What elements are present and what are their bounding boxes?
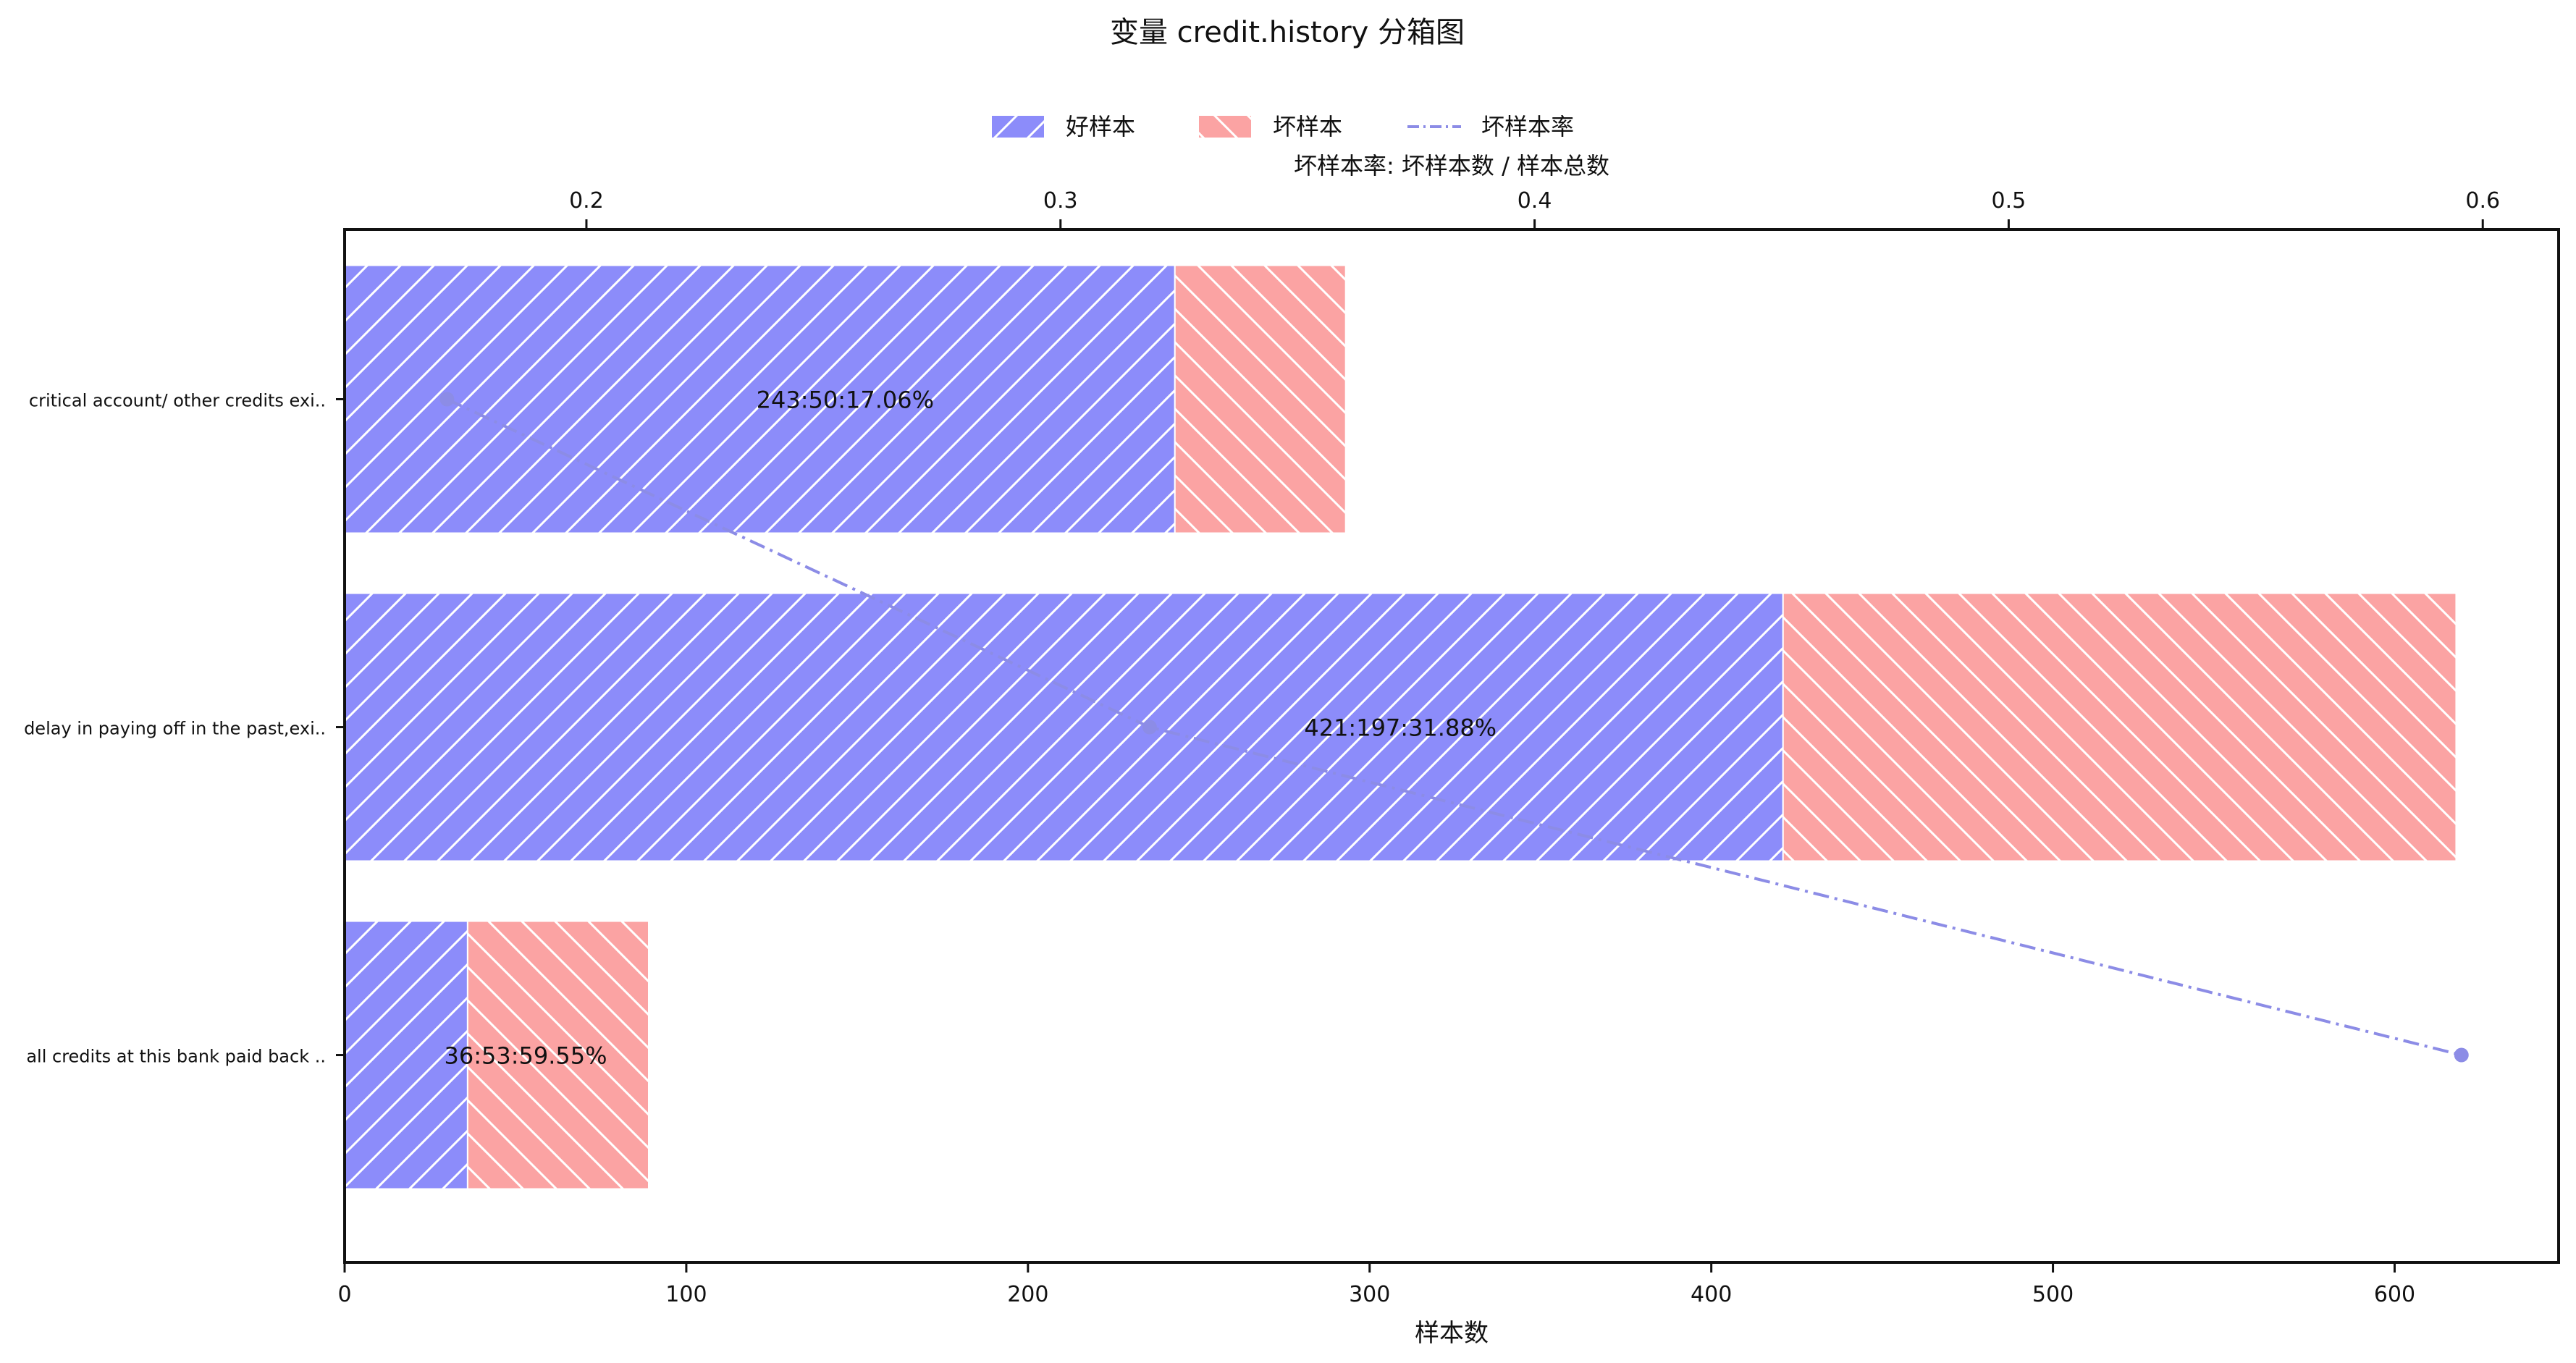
x-tick-label: 300	[1349, 1282, 1390, 1307]
legend-label-good: 好样本	[1066, 113, 1135, 140]
y-tick-label: critical account/ other credits exi..	[29, 391, 326, 411]
x-tick-label: 200	[1007, 1282, 1048, 1307]
x2-axis-label: 坏样本率: 坏样本数 / 样本总数	[1294, 152, 1609, 180]
bar-bad	[466, 920, 650, 1190]
bar-label: 36:53:59.55%	[444, 1042, 607, 1070]
x2-axis-ticks: 0.2 0.3 0.4 0.5 0.6	[569, 188, 2500, 229]
legend-swatch-good	[992, 116, 1044, 138]
bar-bad	[1174, 264, 1347, 534]
legend-label-bad: 坏样本	[1273, 113, 1342, 140]
x-tick-label: 500	[2032, 1282, 2074, 1307]
rate-line-group	[439, 392, 2469, 1063]
x2-tick-label: 0.2	[569, 188, 604, 214]
x2-tick-label: 0.6	[2465, 188, 2500, 214]
bar-good	[344, 920, 468, 1190]
bar-label: 243:50:17.06%	[757, 387, 934, 414]
bar-good	[344, 264, 1176, 534]
x-axis-ticks: 0 100 200 300 400 500 600	[337, 1262, 2415, 1307]
bar-labels: 243:50:17.06% 421:197:31.88% 36:53:59.55%	[444, 387, 1497, 1070]
x2-tick-label: 0.3	[1043, 188, 1078, 214]
bar-good	[344, 592, 1784, 862]
rate-point	[1142, 720, 1157, 735]
rate-point	[2454, 1047, 2469, 1063]
rate-point	[439, 392, 455, 407]
chart-title: 变量 credit.history 分箱图	[1110, 16, 1465, 49]
x2-tick-label: 0.5	[1992, 188, 2026, 214]
legend: 好样本 坏样本 坏样本率	[992, 113, 1574, 140]
y-tick-label: delay in paying off in the past,exi..	[24, 719, 326, 739]
bars	[344, 264, 2457, 1190]
legend-swatch-bad	[1199, 116, 1251, 138]
x-tick-label: 0	[337, 1282, 351, 1307]
bar-label: 421:197:31.88%	[1304, 714, 1497, 742]
x-tick-label: 600	[2374, 1282, 2415, 1307]
legend-label-rate: 坏样本率	[1481, 113, 1574, 140]
y-axis-ticks: critical account/ other credits exi.. del…	[24, 391, 345, 1067]
x2-tick-label: 0.4	[1518, 188, 1552, 214]
x-tick-label: 100	[665, 1282, 707, 1307]
x-tick-label: 400	[1691, 1282, 1732, 1307]
bar-bad	[1782, 592, 2457, 862]
x-axis-label: 样本数	[1415, 1319, 1489, 1348]
plot-frame	[343, 228, 2560, 1264]
y-tick-label: all credits at this bank paid back ..	[26, 1047, 326, 1067]
